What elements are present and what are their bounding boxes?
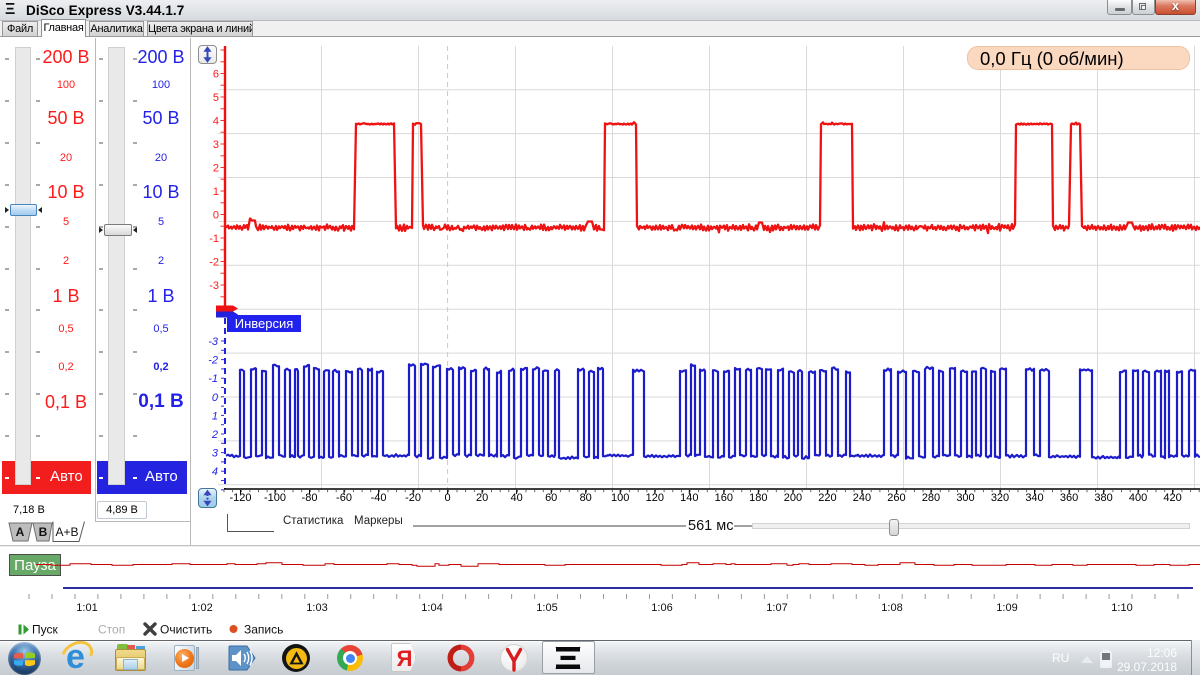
svg-text:2: 2 — [213, 163, 219, 175]
svg-text:220: 220 — [818, 492, 836, 504]
svg-text:20: 20 — [476, 492, 488, 504]
svg-text:-1: -1 — [208, 373, 218, 385]
svg-text:380: 380 — [1094, 492, 1112, 504]
svg-text:1:08: 1:08 — [881, 602, 902, 614]
svg-text:A: A — [16, 525, 25, 539]
svg-text:B: B — [39, 525, 48, 539]
svg-text:260: 260 — [887, 492, 905, 504]
svg-text:1:01: 1:01 — [76, 602, 97, 614]
svg-text:420: 420 — [1163, 492, 1181, 504]
svg-text:0: 0 — [212, 392, 219, 404]
svg-text:300: 300 — [956, 492, 974, 504]
svg-text:-40: -40 — [371, 492, 387, 504]
svg-text:-2: -2 — [208, 355, 218, 367]
svg-text:1:03: 1:03 — [306, 602, 327, 614]
svg-text:-60: -60 — [336, 492, 352, 504]
svg-text:1:06: 1:06 — [651, 602, 672, 614]
svg-text:4: 4 — [213, 116, 219, 128]
svg-text:Пуск: Пуск — [32, 623, 58, 637]
svg-text:-80: -80 — [302, 492, 318, 504]
svg-text:Запись: Запись — [244, 623, 283, 637]
svg-text:-3: -3 — [209, 280, 219, 292]
svg-text:80: 80 — [580, 492, 592, 504]
svg-text:Очистить: Очистить — [160, 623, 212, 637]
svg-text:3: 3 — [213, 139, 219, 151]
svg-text:1:04: 1:04 — [421, 602, 442, 614]
svg-text:-2: -2 — [209, 257, 219, 269]
svg-text:1:02: 1:02 — [191, 602, 212, 614]
svg-text:1: 1 — [213, 186, 219, 198]
svg-text:360: 360 — [1060, 492, 1078, 504]
svg-text:561 мс: 561 мс — [688, 518, 733, 534]
svg-text:-3: -3 — [208, 336, 219, 348]
svg-text:180: 180 — [749, 492, 767, 504]
svg-text:0: 0 — [445, 492, 451, 504]
svg-text:100: 100 — [611, 492, 629, 504]
svg-text:4: 4 — [212, 466, 218, 478]
svg-text:2: 2 — [211, 429, 218, 441]
svg-text:340: 340 — [1025, 492, 1043, 504]
svg-text:280: 280 — [922, 492, 940, 504]
svg-text:-100: -100 — [264, 492, 286, 504]
svg-text:120: 120 — [646, 492, 664, 504]
svg-text:-20: -20 — [405, 492, 421, 504]
svg-text:3: 3 — [212, 448, 219, 460]
svg-text:0: 0 — [213, 210, 219, 222]
svg-text:1:09: 1:09 — [996, 602, 1017, 614]
svg-text:Статистика: Статистика — [283, 515, 344, 527]
svg-text:160: 160 — [715, 492, 733, 504]
svg-text:40: 40 — [510, 492, 522, 504]
svg-text:240: 240 — [853, 492, 871, 504]
svg-text:400: 400 — [1129, 492, 1147, 504]
svg-text:1:10: 1:10 — [1111, 602, 1132, 614]
svg-text:200: 200 — [784, 492, 802, 504]
svg-text:320: 320 — [991, 492, 1009, 504]
svg-text:60: 60 — [545, 492, 557, 504]
svg-text:-120: -120 — [229, 492, 251, 504]
svg-text:5: 5 — [213, 92, 219, 104]
svg-text:140: 140 — [680, 492, 698, 504]
svg-text:Стоп: Стоп — [98, 623, 125, 637]
svg-text:A+B: A+B — [55, 525, 78, 539]
svg-text:-1: -1 — [209, 233, 219, 245]
svg-text:Маркеры: Маркеры — [354, 515, 403, 527]
svg-text:1:07: 1:07 — [766, 602, 787, 614]
svg-text:1: 1 — [212, 410, 218, 422]
svg-text:6: 6 — [213, 69, 219, 81]
svg-text:1:05: 1:05 — [536, 602, 557, 614]
